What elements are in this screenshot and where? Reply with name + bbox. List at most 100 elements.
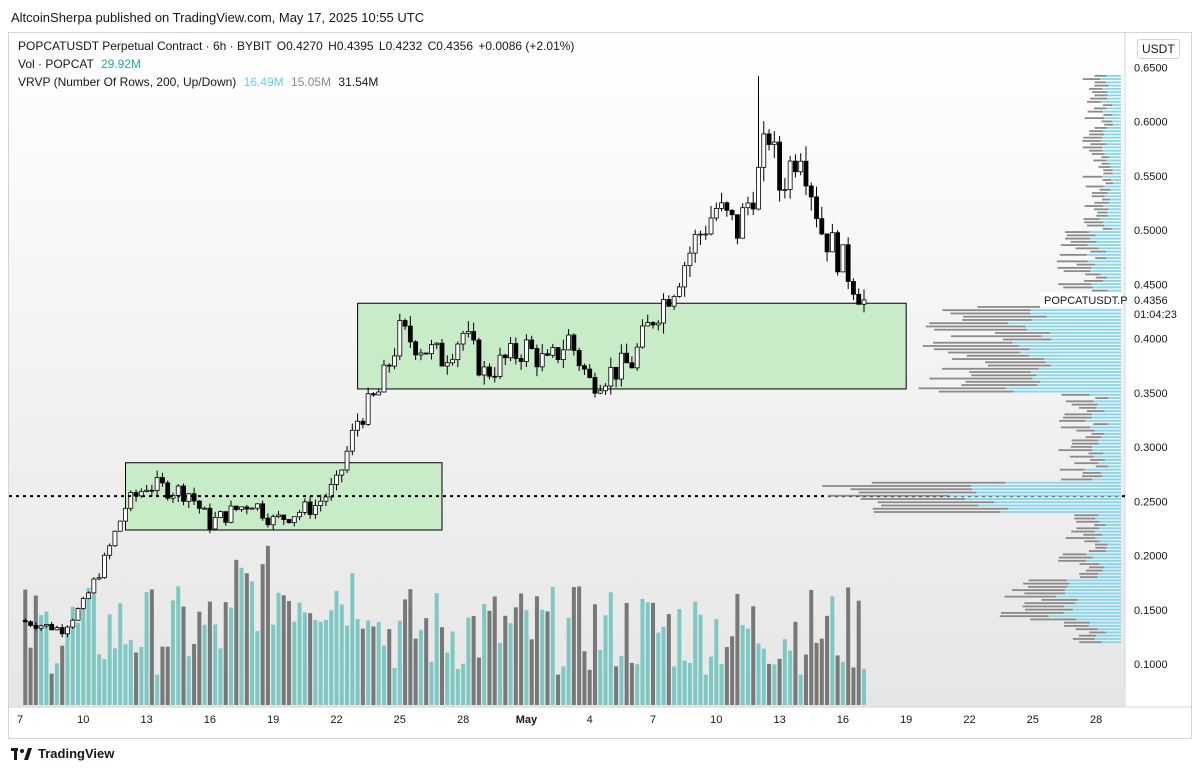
profile-down <box>1094 74 1107 77</box>
profile-up <box>1028 354 1121 357</box>
candle-body <box>102 554 107 579</box>
profile-up <box>1030 371 1121 373</box>
profile-up <box>1098 462 1121 465</box>
volume-bar <box>751 606 756 705</box>
volume-bar <box>672 666 677 705</box>
candle <box>144 485 150 493</box>
profile-down <box>1066 234 1096 237</box>
profile-up <box>1086 553 1121 556</box>
candle <box>154 470 160 497</box>
volume-bar <box>28 647 33 705</box>
candle-body <box>402 320 408 327</box>
candle-body <box>376 391 382 396</box>
profile-row <box>1025 608 1121 611</box>
profile-row <box>1079 641 1121 644</box>
candle-body <box>545 353 550 356</box>
profile-down <box>1063 416 1092 419</box>
profile-up <box>1012 341 1121 344</box>
time-tick-label: 4 <box>587 714 593 726</box>
candle-body <box>613 366 619 380</box>
volume-bar <box>450 631 455 705</box>
candle <box>761 121 767 182</box>
profile-row <box>1063 270 1121 273</box>
symbol-line: POPCATUSDT Perpetual Contract · 6h · BYB… <box>18 39 272 53</box>
candle-body <box>777 141 782 191</box>
volume-bar <box>819 638 824 705</box>
volume-bar <box>487 610 492 705</box>
candle <box>59 624 65 638</box>
footer-brand[interactable]: TradingView <box>11 746 114 761</box>
profile-up <box>1089 231 1121 233</box>
profile-up <box>1109 156 1121 159</box>
volume-bar <box>107 614 112 705</box>
candle-body <box>59 627 65 635</box>
profile-up <box>1097 439 1121 442</box>
profile-row <box>1089 130 1121 133</box>
profile-up <box>1072 608 1121 611</box>
profile-up <box>1100 140 1121 142</box>
profile-down <box>1011 589 1066 592</box>
profile-row <box>1023 582 1121 585</box>
candle-body <box>592 377 598 394</box>
candle-body <box>371 393 376 396</box>
candle <box>212 511 218 531</box>
candle-body <box>814 196 819 219</box>
profile-row <box>1088 452 1121 455</box>
profile-up <box>1099 218 1121 220</box>
profile-up <box>1103 452 1121 455</box>
profile-row <box>1078 406 1121 409</box>
profile-up <box>1095 537 1121 539</box>
profile-row <box>933 341 1121 344</box>
profile-up <box>1036 384 1121 386</box>
profile-down <box>1087 100 1101 103</box>
profile-row <box>860 498 1121 500</box>
candle-body <box>861 299 867 305</box>
volume-bar <box>556 674 561 705</box>
profile-down <box>1059 419 1086 422</box>
candle-body <box>223 511 229 523</box>
candle-body <box>191 493 197 502</box>
profile-down <box>1078 634 1097 637</box>
profile-row <box>951 358 1121 360</box>
volume-bar <box>793 621 798 705</box>
profile-down <box>1095 397 1109 399</box>
candle <box>513 337 519 365</box>
profile-row <box>1028 579 1121 582</box>
profile-row <box>1088 87 1121 90</box>
profile-up <box>1036 374 1121 377</box>
profile-down <box>962 319 1032 321</box>
profile-row <box>1058 283 1121 286</box>
candle-body <box>650 322 656 326</box>
profile-up <box>1100 273 1121 276</box>
volume-bar <box>102 659 107 705</box>
candle <box>624 343 630 364</box>
profile-up <box>1112 113 1121 116</box>
profile-up <box>1077 598 1121 601</box>
candle-body <box>328 484 334 498</box>
profile-down <box>1059 468 1085 471</box>
profile-row <box>995 332 1121 334</box>
time-tick-label: May <box>516 714 538 726</box>
profile-up <box>1092 449 1121 452</box>
candle-body <box>38 625 44 629</box>
profile-row <box>1091 153 1121 155</box>
candle-body <box>845 244 851 282</box>
currency-label[interactable]: USDT <box>1137 39 1180 59</box>
candle-body <box>640 325 645 348</box>
profile-row <box>1085 273 1121 276</box>
volume-bar <box>39 615 44 705</box>
profile-row <box>1058 449 1121 452</box>
candle <box>497 347 503 380</box>
profile-up <box>1085 419 1121 422</box>
candle <box>196 500 202 514</box>
volume-bar <box>408 589 413 705</box>
volume-bar <box>424 618 429 705</box>
profile-down <box>1090 459 1105 461</box>
candle-body <box>65 626 70 635</box>
profile-row <box>925 325 1121 328</box>
profile-up <box>1108 208 1121 211</box>
profile-row <box>1099 188 1121 191</box>
candle <box>798 153 804 176</box>
time-tick-label: 7 <box>650 714 656 726</box>
